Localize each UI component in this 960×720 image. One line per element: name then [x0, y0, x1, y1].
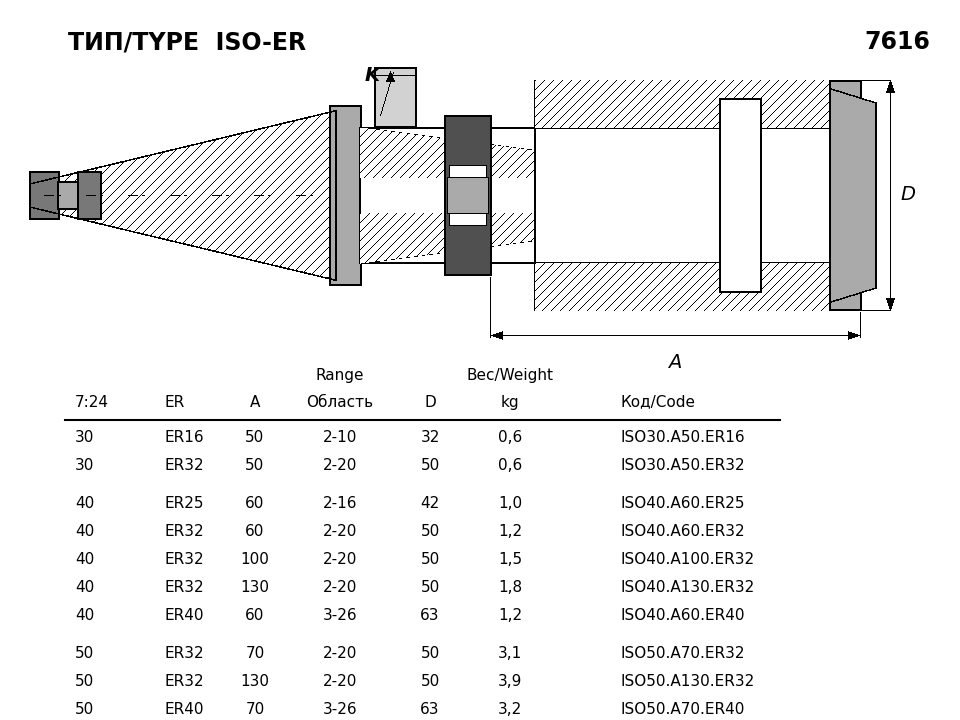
- Text: 2-10: 2-10: [323, 430, 357, 445]
- Text: 3,1: 3,1: [498, 646, 522, 661]
- Text: A: A: [668, 353, 682, 372]
- Text: 50: 50: [75, 702, 94, 717]
- Text: ISO40.A60.ER32: ISO40.A60.ER32: [620, 524, 745, 539]
- Text: ISO30.A50.ER16: ISO30.A50.ER16: [620, 430, 745, 445]
- Text: ER40: ER40: [165, 608, 204, 623]
- Text: ER16: ER16: [165, 430, 204, 445]
- Text: ISO40.A100.ER32: ISO40.A100.ER32: [620, 552, 755, 567]
- Text: 1,0: 1,0: [498, 496, 522, 511]
- Text: 3-26: 3-26: [323, 608, 357, 623]
- Text: 2-20: 2-20: [323, 524, 357, 539]
- Text: 2-20: 2-20: [323, 458, 357, 473]
- Text: ER25: ER25: [165, 496, 204, 511]
- Text: 50: 50: [246, 430, 265, 445]
- Text: 2-20: 2-20: [323, 646, 357, 661]
- Text: 1,5: 1,5: [498, 552, 522, 567]
- Text: 70: 70: [246, 646, 265, 661]
- Text: ER32: ER32: [165, 580, 204, 595]
- Text: 60: 60: [246, 524, 265, 539]
- Text: 7616: 7616: [864, 30, 930, 54]
- Text: 2-20: 2-20: [323, 552, 357, 567]
- Text: ER40: ER40: [165, 702, 204, 717]
- Text: ER32: ER32: [165, 458, 204, 473]
- Text: ER32: ER32: [165, 524, 204, 539]
- Text: 50: 50: [420, 524, 440, 539]
- Text: 7:24: 7:24: [75, 395, 109, 410]
- Text: 70: 70: [246, 702, 265, 717]
- Text: 130: 130: [241, 580, 270, 595]
- Text: ISO40.A130.ER32: ISO40.A130.ER32: [620, 580, 755, 595]
- Text: K: K: [365, 66, 380, 85]
- Text: 1,2: 1,2: [498, 524, 522, 539]
- Text: ТИП/TYPE  ISO-ER: ТИП/TYPE ISO-ER: [68, 30, 306, 54]
- Text: 2-20: 2-20: [323, 674, 357, 689]
- Text: ISO40.A60.ER40: ISO40.A60.ER40: [620, 608, 745, 623]
- Text: ISO50.A130.ER32: ISO50.A130.ER32: [620, 674, 755, 689]
- Text: Код/Code: Код/Code: [620, 395, 695, 410]
- Text: ISO50.A70.ER40: ISO50.A70.ER40: [620, 702, 744, 717]
- Text: 32: 32: [420, 430, 440, 445]
- Text: 60: 60: [246, 496, 265, 511]
- Text: 2-20: 2-20: [323, 580, 357, 595]
- Text: ISO40.A60.ER25: ISO40.A60.ER25: [620, 496, 745, 511]
- Text: 50: 50: [420, 458, 440, 473]
- Text: 1,2: 1,2: [498, 608, 522, 623]
- Text: 40: 40: [75, 496, 94, 511]
- Text: 60: 60: [246, 608, 265, 623]
- Text: 42: 42: [420, 496, 440, 511]
- Text: 100: 100: [241, 552, 270, 567]
- Text: 130: 130: [241, 674, 270, 689]
- Text: A: A: [250, 395, 260, 410]
- Text: 40: 40: [75, 580, 94, 595]
- Text: 63: 63: [420, 702, 440, 717]
- Text: Область: Область: [306, 395, 373, 410]
- Text: ISO30.A50.ER32: ISO30.A50.ER32: [620, 458, 745, 473]
- Text: 40: 40: [75, 552, 94, 567]
- Text: 3,2: 3,2: [498, 702, 522, 717]
- Text: kg: kg: [501, 395, 519, 410]
- Text: 50: 50: [420, 674, 440, 689]
- Text: ISO50.A70.ER32: ISO50.A70.ER32: [620, 646, 745, 661]
- Text: 30: 30: [75, 458, 94, 473]
- Text: 50: 50: [246, 458, 265, 473]
- Text: 50: 50: [75, 674, 94, 689]
- Text: 63: 63: [420, 608, 440, 623]
- Text: ER32: ER32: [165, 646, 204, 661]
- Text: D: D: [900, 186, 915, 204]
- Text: 1,8: 1,8: [498, 580, 522, 595]
- Text: D: D: [424, 395, 436, 410]
- Text: 0,6: 0,6: [498, 458, 522, 473]
- Text: 30: 30: [75, 430, 94, 445]
- Text: 50: 50: [420, 646, 440, 661]
- Text: 50: 50: [420, 552, 440, 567]
- Text: 0,6: 0,6: [498, 430, 522, 445]
- Text: ER32: ER32: [165, 552, 204, 567]
- Text: 3,9: 3,9: [498, 674, 522, 689]
- Text: Вес/Weight: Вес/Weight: [467, 368, 554, 383]
- Text: 50: 50: [420, 580, 440, 595]
- Text: 3-26: 3-26: [323, 702, 357, 717]
- Text: Range: Range: [316, 368, 364, 383]
- Text: ER32: ER32: [165, 674, 204, 689]
- Text: ER: ER: [165, 395, 185, 410]
- Text: 50: 50: [75, 646, 94, 661]
- Text: 40: 40: [75, 608, 94, 623]
- Text: 40: 40: [75, 524, 94, 539]
- Text: 2-16: 2-16: [323, 496, 357, 511]
